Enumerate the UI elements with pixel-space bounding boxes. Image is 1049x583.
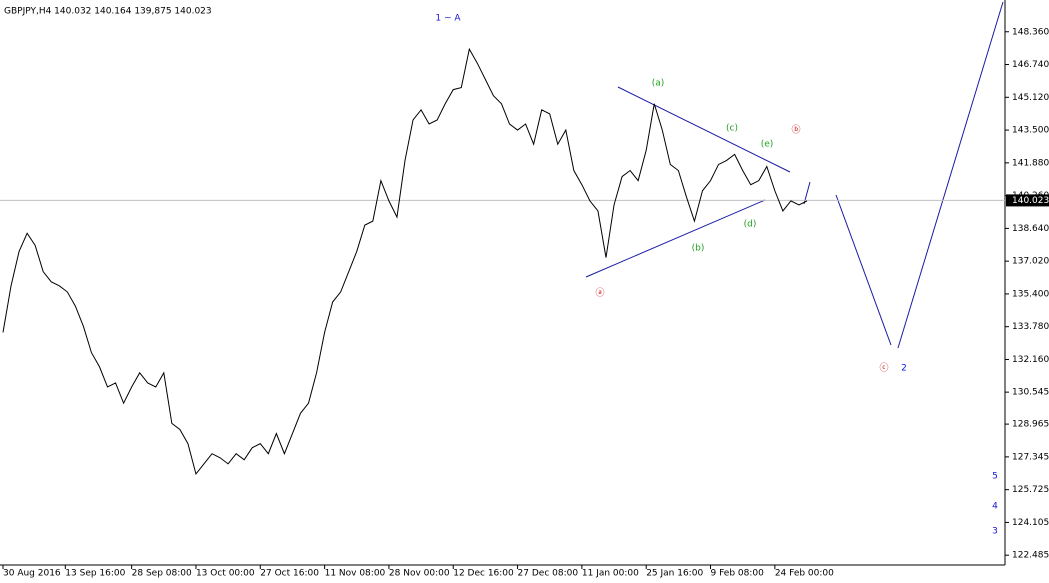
x-tick-label: 25 Jan 16:00 — [646, 569, 703, 579]
x-tick-label: 11 Jan 00:00 — [582, 569, 639, 579]
x-tick-label: 28 Nov 00:00 — [389, 569, 450, 579]
wave-label: ⓑ — [791, 125, 800, 136]
x-tick-label: 9 Feb 08:00 — [711, 569, 765, 579]
y-tick-label: 141.880 — [1012, 158, 1049, 168]
wave-label: 2 — [901, 364, 907, 374]
wave-label: (e) — [761, 140, 774, 150]
y-tick-label: 122.485 — [1012, 551, 1049, 561]
y-tick-label: 148.360 — [1012, 27, 1049, 37]
wave-label: (c) — [726, 124, 738, 134]
x-tick-label: 13 Oct 00:00 — [196, 569, 255, 579]
y-tick-label: 130.545 — [1012, 388, 1049, 398]
x-tick-label: 13 Sep 16:00 — [65, 569, 125, 579]
price-line — [2, 47, 808, 476]
y-tick-label: 133.780 — [1012, 322, 1049, 332]
wave-label: ⓐ — [595, 288, 604, 299]
last-price-box — [1006, 194, 1049, 207]
y-tick-label: 135.400 — [1012, 289, 1049, 299]
symbol-info: GBPJPY,H4 140.032 140.164 139,875 140.02… — [4, 7, 212, 17]
wave-label: 5 — [992, 472, 998, 482]
wave-label: 3 — [992, 527, 998, 537]
y-tick-label: 132.160 — [1012, 355, 1049, 365]
y-tick-label: 128.965 — [1012, 420, 1049, 430]
wave-label: 4 — [992, 502, 998, 512]
wave-label: (b) — [692, 244, 705, 254]
y-tick-label: 137.020 — [1012, 257, 1049, 267]
x-tick-label: 27 Oct 16:00 — [260, 569, 319, 579]
wave-label: ⓒ — [879, 363, 888, 374]
lower-trendline — [585, 199, 766, 278]
x-tick-label: 30 Aug 2016 — [3, 569, 61, 579]
wave-label: 1 ~ A — [435, 14, 461, 24]
wave-label: (a) — [652, 79, 665, 89]
last-price-label: 140.023 — [1012, 196, 1049, 206]
y-tick-label: 124.105 — [1012, 518, 1049, 528]
y-tick-label: 138.640 — [1012, 224, 1049, 234]
y-tick-label: 145.120 — [1012, 93, 1049, 103]
y-tick-label: 146.740 — [1012, 60, 1049, 70]
projection — [897, 1, 1004, 349]
projection — [835, 194, 892, 346]
x-tick-label: 11 Nov 08:00 — [325, 569, 386, 579]
x-tick-label: 24 Feb 00:00 — [775, 569, 834, 579]
x-tick-label: 28 Sep 08:00 — [132, 569, 192, 579]
y-tick-label: 127.345 — [1012, 452, 1049, 462]
wave-label: (d) — [744, 220, 757, 230]
trend-lines — [585, 1, 1004, 349]
y-tick-label: 125.725 — [1012, 485, 1049, 495]
wave-labels: 1 ~ A (a) (c) (e) ⓑ (b) (d) ⓐ ⓒ 2 5 4 3 — [435, 14, 998, 537]
upper-trendline — [617, 86, 791, 173]
x-tick-label: 27 Dec 08:00 — [518, 569, 579, 579]
y-tick-label: 143.500 — [1012, 126, 1049, 136]
x-tick-label: 12 Dec 16:00 — [453, 569, 514, 579]
